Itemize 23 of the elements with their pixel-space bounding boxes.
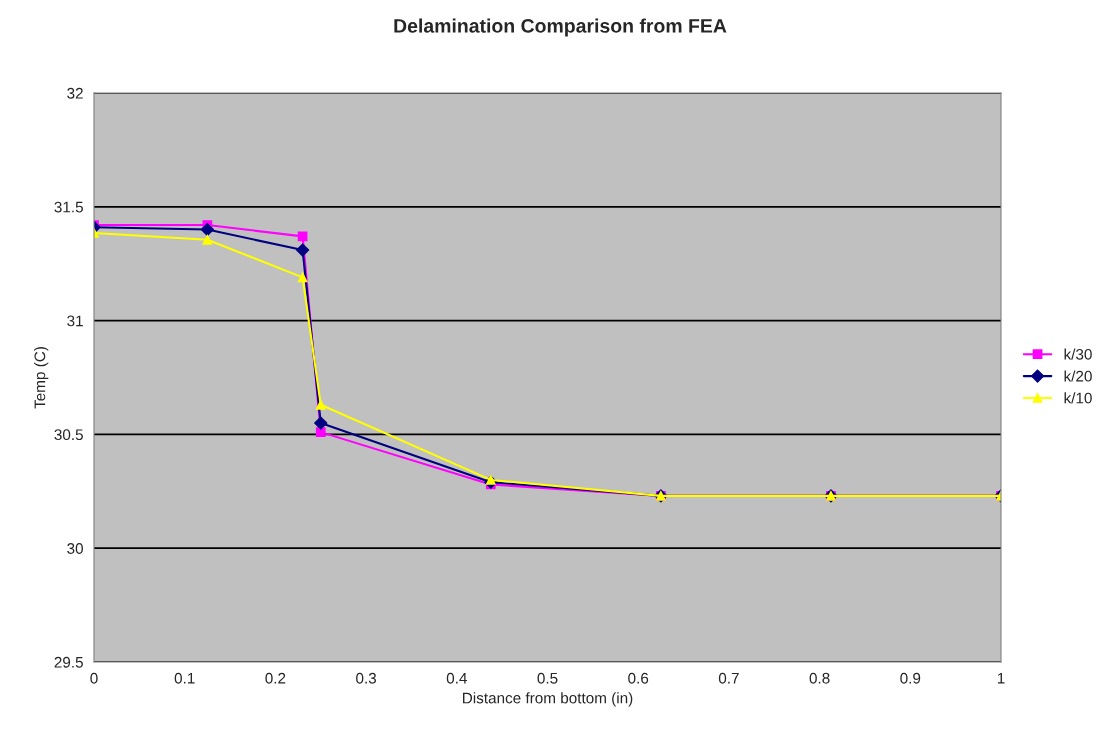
- x-tick-label: 0.8: [809, 672, 830, 684]
- y-tick-label: 30: [67, 543, 83, 554]
- x-tick-label: 0.7: [718, 672, 739, 684]
- legend-label: k/30: [1064, 348, 1092, 360]
- x-tick-label: 0.3: [356, 672, 377, 684]
- x-tick-label: 0: [90, 672, 98, 684]
- y-tick-label: 31: [67, 315, 83, 327]
- x-tick-label: 0.5: [537, 672, 558, 684]
- y-tick-label: 30.5: [54, 429, 83, 441]
- y-tick-label: 32: [67, 87, 83, 99]
- x-axis-title: Distance from bottom (in): [463, 692, 633, 707]
- legend-label: k/10: [1064, 392, 1092, 404]
- x-tick-label: 0.6: [628, 672, 649, 684]
- y-tick-label: 31.5: [54, 201, 83, 213]
- y-tick-label: 29.5: [54, 656, 83, 668]
- x-tick-label: 0.4: [446, 672, 467, 684]
- chart-title: Delamination Comparison from FEA: [394, 18, 727, 37]
- x-tick-label: 0.1: [174, 672, 195, 684]
- x-tick-label: 0.2: [265, 672, 286, 684]
- legend-label: k/20: [1064, 370, 1092, 382]
- x-tick-label: 0.9: [900, 672, 921, 684]
- y-axis-title: Temp (C): [34, 347, 49, 409]
- x-tick-label: 1: [997, 672, 1005, 684]
